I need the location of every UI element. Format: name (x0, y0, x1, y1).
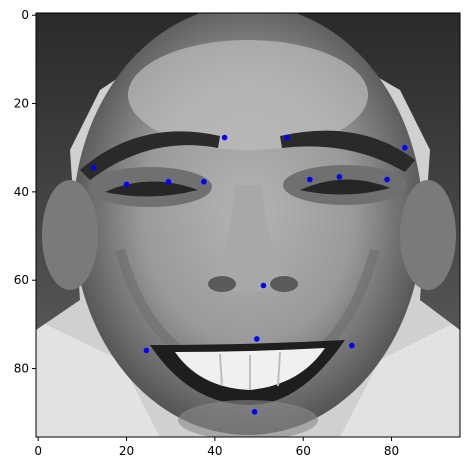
keypoint-series (90, 134, 408, 415)
y-tick-label: 20 (14, 97, 29, 111)
keypoint-marker (143, 347, 150, 354)
y-axis: 0 20 40 60 80 (14, 8, 36, 376)
keypoint-marker (336, 174, 343, 180)
keypoint-marker (384, 176, 390, 183)
x-tick-label: 60 (296, 444, 311, 458)
keypoint-marker (123, 181, 130, 188)
keypoint-marker (90, 164, 97, 171)
x-tick-label: 20 (119, 444, 134, 458)
x-tick-label: 80 (384, 444, 399, 458)
keypoint-marker (201, 178, 207, 185)
keypoint-marker (401, 144, 408, 151)
x-tick-label: 40 (207, 444, 222, 458)
keypoint-marker (260, 282, 267, 289)
y-tick-label: 80 (14, 362, 29, 376)
x-axis: 0 20 40 60 80 (34, 437, 399, 458)
y-tick-label: 40 (14, 185, 29, 199)
y-tick-label: 0 (21, 8, 29, 22)
keypoint-marker (307, 176, 313, 183)
x-tick-label: 0 (34, 444, 42, 458)
face-image (36, 13, 460, 437)
axes-frame (35, 12, 461, 438)
keypoint-marker (284, 134, 290, 141)
keypoint-marker (251, 409, 258, 415)
keypoint-marker (348, 342, 355, 349)
keypoint-marker (165, 178, 172, 185)
y-tick-label: 60 (14, 273, 29, 287)
keypoint-marker (254, 336, 260, 342)
keypoint-marker (221, 134, 228, 141)
